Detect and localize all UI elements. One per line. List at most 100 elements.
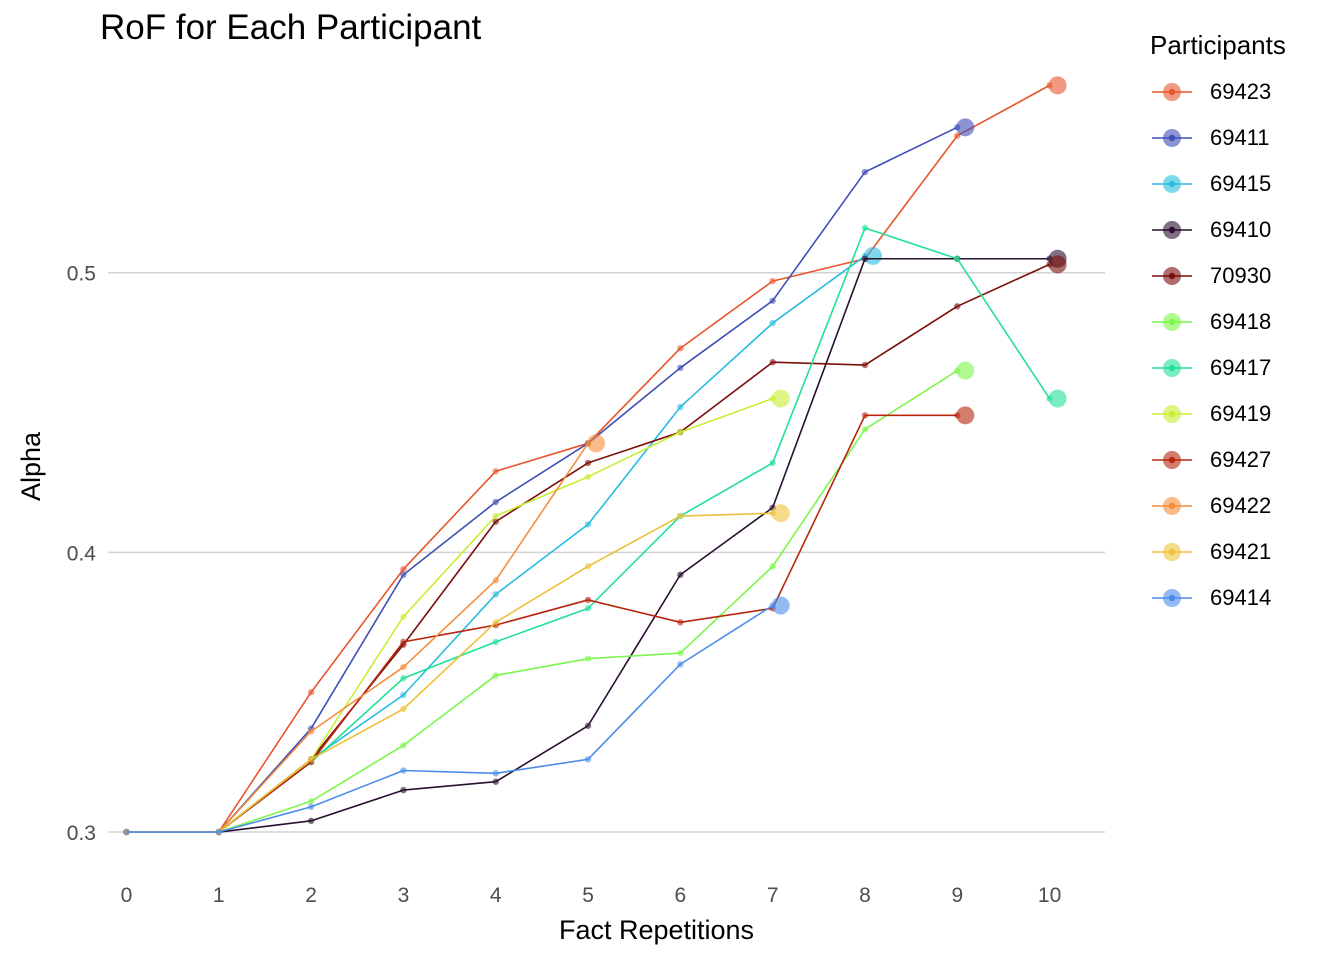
data-point (861, 255, 869, 262)
x-tick-label: 1 (213, 884, 225, 907)
legend-item: 69423 (1150, 69, 1286, 115)
series-layer (123, 76, 1067, 836)
y-tick-label: 0.4 (67, 542, 97, 565)
data-point (307, 756, 315, 763)
data-point (400, 786, 407, 794)
axes-layer: 0.3 0.4 0.5 0 1 2 3 4 5 6 7 8 9 10 Fact Repetitions Alp… (16, 263, 1061, 945)
data-point (400, 565, 407, 573)
legend-label: 69414 (1210, 585, 1272, 610)
data-point (861, 426, 869, 433)
y-tick-label: 0.5 (67, 263, 96, 286)
legend-key (1152, 129, 1192, 147)
data-point (492, 468, 499, 475)
legend-item: 69421 (1150, 529, 1286, 575)
series-line (126, 126, 958, 833)
legend-item: 69422 (1150, 483, 1286, 529)
data-point (400, 663, 407, 671)
series-end-marker (587, 434, 606, 453)
legend-key-dot (1168, 548, 1176, 556)
legend-key-dot (1168, 318, 1176, 326)
data-point (123, 828, 130, 836)
legend-item: 69411 (1150, 115, 1286, 161)
legend-items: 69423 69411 69415 69410 70930 69418 69417 69419… (1150, 69, 1286, 621)
data-point (400, 742, 407, 749)
chart-title: RoF for Each Participant (100, 8, 482, 47)
series-line (126, 414, 958, 833)
legend-key-dot (1168, 226, 1176, 234)
legend-label: 69423 (1210, 79, 1272, 104)
legend-label: 69411 (1210, 125, 1270, 150)
series-69418 (123, 361, 975, 836)
x-tick-label: 8 (859, 884, 871, 907)
data-point (677, 364, 684, 372)
data-point (677, 428, 684, 436)
data-point (861, 224, 869, 232)
data-point (584, 605, 592, 612)
data-point (677, 619, 684, 626)
legend-key (1152, 497, 1192, 515)
x-tick-label: 9 (951, 884, 963, 907)
x-tick-label: 10 (1038, 884, 1061, 907)
series-end-marker (956, 118, 975, 137)
legend-label: 69418 (1210, 309, 1272, 334)
data-point (584, 596, 592, 604)
series-line (126, 512, 773, 833)
series-69419 (123, 389, 790, 836)
data-point (400, 691, 407, 699)
legend-label: 69415 (1210, 171, 1272, 196)
x-tick-label: 0 (121, 884, 133, 907)
data-point (492, 778, 499, 785)
data-point (492, 591, 499, 598)
data-point (584, 655, 592, 662)
data-point (492, 498, 499, 506)
x-tick-label: 5 (582, 884, 594, 907)
series-end-marker (863, 246, 882, 265)
series-line (126, 604, 774, 833)
data-point (954, 255, 961, 262)
y-tick-label: 0.3 (67, 822, 96, 845)
series-end-marker (771, 596, 790, 615)
legend-key-dot (1168, 88, 1176, 96)
legend-key-dot (1168, 272, 1176, 280)
series-69422 (123, 434, 606, 836)
legend-item: 69418 (1150, 299, 1286, 345)
legend-key (1152, 543, 1192, 561)
x-tick-label: 7 (767, 884, 779, 907)
legend-key (1152, 451, 1192, 469)
legend-key (1152, 359, 1192, 377)
legend-key-dot (1168, 502, 1176, 510)
legend-key-dot (1168, 180, 1176, 188)
data-point (954, 132, 961, 139)
legend-key (1152, 405, 1192, 423)
series-line (126, 255, 866, 833)
series-end-marker (1048, 76, 1067, 95)
data-point (584, 563, 592, 570)
series-70930 (123, 255, 1067, 836)
data-point (584, 459, 592, 467)
legend-key-dot (1168, 456, 1176, 464)
series-line (126, 227, 1051, 833)
x-axis-title: Fact Repetitions (559, 915, 754, 945)
data-point (954, 303, 961, 310)
series-line (126, 84, 1050, 833)
legend-item: 69427 (1150, 437, 1286, 483)
legend-item: 69417 (1150, 345, 1286, 391)
legend-item: 69419 (1150, 391, 1286, 437)
x-tick-label: 3 (398, 884, 410, 907)
data-point (307, 689, 315, 696)
legend-label: 69422 (1210, 493, 1272, 518)
data-point (861, 168, 869, 176)
series-end-marker (956, 361, 975, 380)
data-point (769, 359, 776, 366)
series-end-marker (1048, 389, 1067, 408)
data-point (769, 459, 776, 467)
data-point (400, 571, 407, 578)
series-69417 (123, 224, 1067, 836)
series-line (126, 369, 958, 833)
data-point (769, 277, 776, 285)
x-tick-label: 2 (305, 884, 317, 907)
legend-key-dot (1168, 410, 1176, 418)
grid-lines (108, 271, 1105, 833)
